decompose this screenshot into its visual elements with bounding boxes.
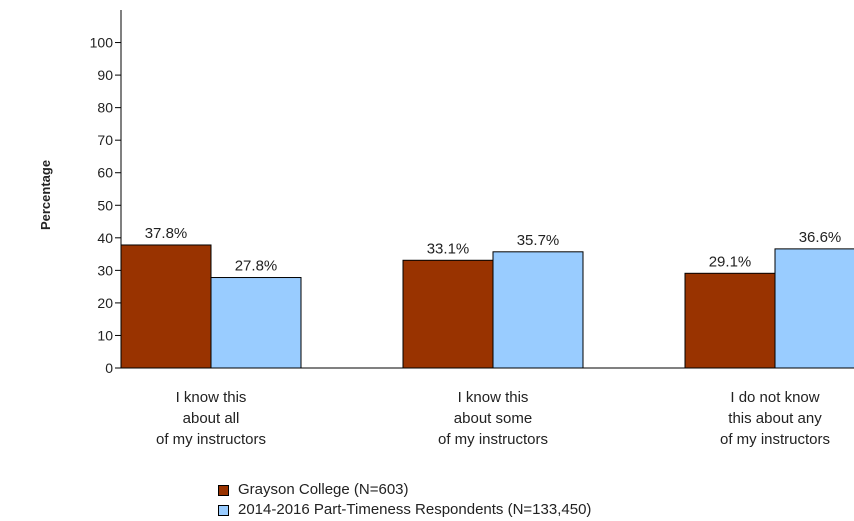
category-label: of my instructors bbox=[438, 431, 548, 448]
legend-label-respondents: 2014-2016 Part-Timeness Respondents (N=1… bbox=[238, 501, 592, 518]
legend: Grayson College (N=603) 2014-2016 Part-T… bbox=[218, 480, 591, 520]
legend-swatch-grayson bbox=[218, 484, 229, 496]
data-label: 37.8% bbox=[145, 225, 188, 242]
category-label: about some bbox=[454, 410, 532, 427]
bar bbox=[210, 277, 302, 369]
y-tick-label: 10 bbox=[97, 327, 113, 343]
category-label: this about any bbox=[728, 410, 822, 427]
data-label: 33.1% bbox=[427, 240, 470, 257]
category-label: of my instructors bbox=[720, 431, 830, 448]
legend-item-respondents: 2014-2016 Part-Timeness Respondents (N=1… bbox=[218, 500, 591, 520]
data-labels: 37.8% 27.8% 33.1% 35.7% 29.1% 36.6% bbox=[145, 225, 842, 275]
category-label: about all bbox=[183, 410, 240, 427]
data-label: 27.8% bbox=[235, 258, 278, 275]
y-tick-label: 20 bbox=[97, 295, 113, 311]
data-label: 35.7% bbox=[517, 232, 560, 249]
y-tick-label: 90 bbox=[97, 67, 113, 83]
bar bbox=[684, 272, 776, 369]
y-tick-label: 50 bbox=[97, 197, 113, 213]
category-labels: I know this about all of my instructors I k… bbox=[156, 389, 830, 448]
bar bbox=[402, 259, 494, 369]
y-tick-label: 40 bbox=[97, 230, 113, 246]
legend-item-grayson: Grayson College (N=603) bbox=[218, 480, 591, 500]
y-tick-label: 70 bbox=[97, 132, 113, 148]
y-tick-label: 80 bbox=[97, 100, 113, 116]
category-label: I know this bbox=[176, 389, 247, 406]
bar bbox=[774, 248, 854, 369]
y-axis-label: Percentage bbox=[38, 160, 53, 230]
y-tick-label: 60 bbox=[97, 165, 113, 181]
y-tick-label: 0 bbox=[105, 360, 113, 376]
y-tick-label: 30 bbox=[97, 262, 113, 278]
category-label: I do not know bbox=[730, 389, 819, 406]
data-label: 29.1% bbox=[709, 253, 752, 270]
legend-label-grayson: Grayson College (N=603) bbox=[238, 481, 409, 498]
y-tick-label: 100 bbox=[90, 35, 114, 51]
legend-swatch-respondents bbox=[218, 504, 229, 516]
bar bbox=[492, 251, 584, 369]
y-axis-ticks: 0 10 20 30 40 50 60 70 80 90 100 bbox=[90, 35, 121, 376]
data-label: 36.6% bbox=[799, 229, 842, 246]
bar bbox=[120, 244, 212, 369]
category-label: of my instructors bbox=[156, 431, 266, 448]
bars bbox=[120, 244, 854, 369]
category-label: I know this bbox=[458, 389, 529, 406]
